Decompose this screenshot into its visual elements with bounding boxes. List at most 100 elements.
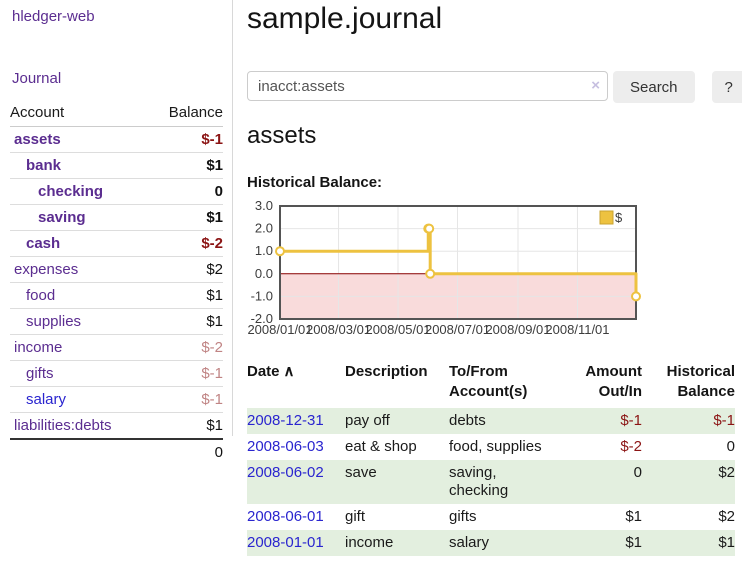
register-date-link[interactable]: 2008-12-31 — [247, 412, 324, 429]
account-link[interactable]: checking — [38, 183, 104, 200]
register-description: pay off — [345, 412, 390, 429]
register-description: save — [345, 464, 377, 481]
register-header-balance: Historical Balance — [666, 363, 735, 400]
register-balance: $1 — [718, 534, 735, 551]
account-row: expenses $2 — [10, 256, 223, 283]
register-date-link[interactable]: 2008-01-01 — [247, 534, 324, 551]
register-description: gift — [345, 508, 366, 525]
account-row: assets $-1 — [10, 127, 223, 153]
search-box: × — [247, 71, 608, 101]
account-balance: $-1 — [148, 360, 223, 387]
register-row: 2008-06-02 save saving, checking 0 $2 — [247, 460, 735, 504]
svg-text:2008/05/01: 2008/05/01 — [365, 322, 430, 337]
account-balance: $1 — [148, 308, 223, 335]
svg-text:-1.0: -1.0 — [251, 288, 273, 303]
register-date-link[interactable]: 2008-06-03 — [247, 438, 324, 455]
sidebar: hledger-web Journal Account Balance asse… — [0, 0, 233, 465]
register-header-description: Description — [345, 363, 428, 380]
search-button[interactable]: Search — [613, 71, 695, 103]
sort-ascending-icon: ∧ — [283, 363, 295, 380]
register-amount: 0 — [633, 464, 642, 481]
account-balance: $-1 — [148, 386, 223, 413]
help-button[interactable]: ? — [711, 71, 742, 103]
search-form: × Search ? — [247, 71, 742, 103]
accounts-header-balance: Balance — [148, 100, 223, 127]
account-link[interactable]: salary — [26, 391, 67, 408]
svg-text:$: $ — [615, 210, 623, 225]
account-link[interactable]: supplies — [26, 313, 82, 330]
register-accounts: salary — [449, 534, 490, 551]
account-row: bank $1 — [10, 152, 223, 179]
register-date-link[interactable]: 2008-06-02 — [247, 464, 324, 481]
accounts-total-row: 0 — [10, 438, 223, 465]
account-link[interactable]: food — [26, 287, 56, 304]
account-link[interactable]: gifts — [26, 365, 54, 382]
register-row: 2008-06-03 eat & shop food, supplies $-2… — [247, 434, 735, 460]
account-row: gifts $-1 — [10, 360, 223, 387]
register-amount: $-1 — [620, 412, 642, 429]
account-row: supplies $1 — [10, 308, 223, 335]
register-description: income — [345, 534, 394, 551]
account-row: income $-2 — [10, 334, 223, 361]
account-link[interactable]: cash — [26, 235, 61, 252]
svg-text:2008/11/01: 2008/11/01 — [545, 322, 609, 337]
account-link[interactable]: assets — [14, 131, 61, 148]
register-header-date-label: Date — [247, 363, 280, 380]
register-header-accounts: To/From Account(s) — [449, 363, 528, 400]
account-link[interactable]: income — [14, 339, 63, 356]
register-amount: $1 — [625, 508, 642, 525]
account-row: salary $-1 — [10, 386, 223, 413]
svg-text:2.0: 2.0 — [255, 221, 273, 236]
register-description: eat & shop — [345, 438, 417, 455]
account-link[interactable]: expenses — [14, 261, 79, 278]
register-header-date[interactable]: Date ∧ — [247, 360, 345, 408]
account-link[interactable]: bank — [26, 157, 62, 174]
register-row: 2008-01-01 income salary $1 $1 — [247, 530, 735, 556]
register-balance: $-1 — [713, 412, 735, 429]
register-table: Date ∧ Description To/From Account(s) Amo… — [247, 360, 735, 556]
svg-text:2008/07/01: 2008/07/01 — [425, 322, 490, 337]
register-accounts: saving, checking — [449, 464, 509, 499]
account-heading: assets — [247, 122, 317, 149]
register-amount: $1 — [625, 534, 642, 551]
account-link[interactable]: saving — [38, 209, 86, 226]
account-balance: $-1 — [201, 131, 223, 148]
svg-text:0.0: 0.0 — [255, 266, 273, 281]
account-balance: $1 — [148, 152, 223, 179]
register-accounts: food, supplies — [449, 438, 542, 455]
register-row: 2008-06-01 gift gifts $1 $2 — [247, 504, 735, 530]
register-header-amount: Amount Out/In — [585, 363, 642, 400]
main-content: sample.journal × Search ? assets Histori… — [247, 0, 742, 582]
register-accounts: debts — [449, 412, 486, 429]
register-balance: $2 — [718, 464, 735, 481]
account-link[interactable]: liabilities:debts — [14, 417, 112, 434]
clear-search-icon[interactable]: × — [591, 77, 600, 94]
account-balance: $-2 — [148, 334, 223, 361]
chart-title: Historical Balance: — [247, 174, 383, 191]
svg-text:2008/03/01: 2008/03/01 — [306, 322, 371, 337]
register-amount: $-2 — [620, 438, 642, 455]
account-balance: $1 — [148, 412, 223, 439]
register-balance: 0 — [726, 438, 735, 455]
account-row: cash $-2 — [10, 230, 223, 257]
accounts-total-value: 0 — [148, 438, 223, 465]
page-title: sample.journal — [247, 2, 443, 35]
accounts-total-spacer — [10, 438, 149, 465]
accounts-table: Account Balance assets $-1 bank $1 check… — [10, 100, 223, 465]
accounts-header-account: Account — [10, 100, 149, 127]
app-title-link[interactable]: hledger-web — [12, 8, 95, 25]
account-row: food $1 — [10, 282, 223, 309]
svg-text:2008/09/01: 2008/09/01 — [485, 322, 550, 337]
account-balance: $2 — [148, 256, 223, 283]
account-balance: $-2 — [148, 230, 223, 257]
account-balance: $1 — [148, 204, 223, 231]
search-input[interactable] — [247, 71, 608, 101]
account-row: saving $1 — [10, 204, 223, 231]
account-balance: $1 — [148, 282, 223, 309]
register-date-link[interactable]: 2008-06-01 — [247, 508, 324, 525]
sidebar-item-journal[interactable]: Journal — [12, 70, 62, 87]
register-accounts: gifts — [449, 508, 477, 525]
account-row: liabilities:debts $1 — [10, 412, 223, 439]
register-row: 2008-12-31 pay off debts $-1 $-1 — [247, 408, 735, 434]
account-row: checking 0 — [10, 178, 223, 205]
